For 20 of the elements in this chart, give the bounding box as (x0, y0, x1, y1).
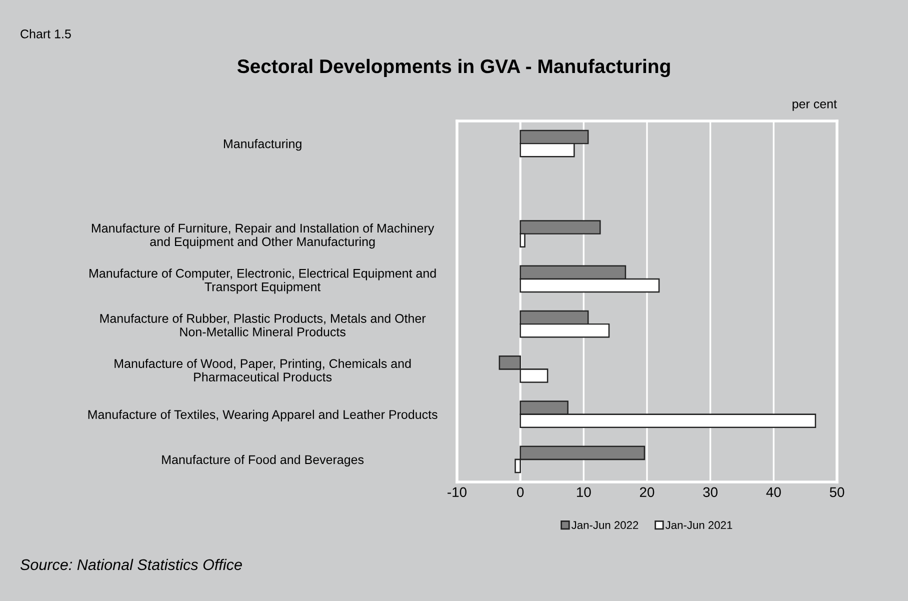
x-tick-label: 20 (640, 487, 654, 498)
x-tick-label: 10 (577, 487, 591, 498)
y-tick-label: Manufacture of Computer, Electronic, Electrical Equipment and Transport Equipment (90, 268, 436, 294)
legend-label: Jan-Jun 2022 (572, 521, 638, 530)
x-tick-label: 40 (766, 487, 781, 498)
x-tick-label: 30 (703, 487, 718, 498)
caption: Chart 1.5 (20, 29, 71, 38)
y-tick-label: Manufacturing (224, 139, 302, 151)
x-tick-label: -10 (448, 487, 466, 498)
legend-label: Jan-Jun 2021 (666, 521, 732, 530)
y-tick-label: Manufacture of Furniture, Repair and Installation of Machinery and Equipment and Other Manufacturing (92, 223, 434, 249)
y-tick-label: Manufacture of Food and Beverages (162, 454, 364, 467)
y-tick-label: Manufacture of Wood, Paper, Printing, Chemicals and Pharmaceutical Products (114, 358, 411, 382)
x-tick-label: 50 (830, 487, 844, 498)
source-note: Source: National Statistics Office (20, 558, 242, 570)
chart-title: Sectoral Developments in GVA - Manufacturing (237, 58, 670, 78)
y-tick-label: Manufacture of Textiles, Wearing Apparel and Leather Products (88, 410, 438, 422)
text: per cent (792, 100, 837, 111)
y-tick-label: Manufacture of Rubber, Plastic Products, Metals and Other Non-Metallic Mineral Products (100, 314, 426, 336)
x-tick-label: 0 (517, 487, 524, 498)
